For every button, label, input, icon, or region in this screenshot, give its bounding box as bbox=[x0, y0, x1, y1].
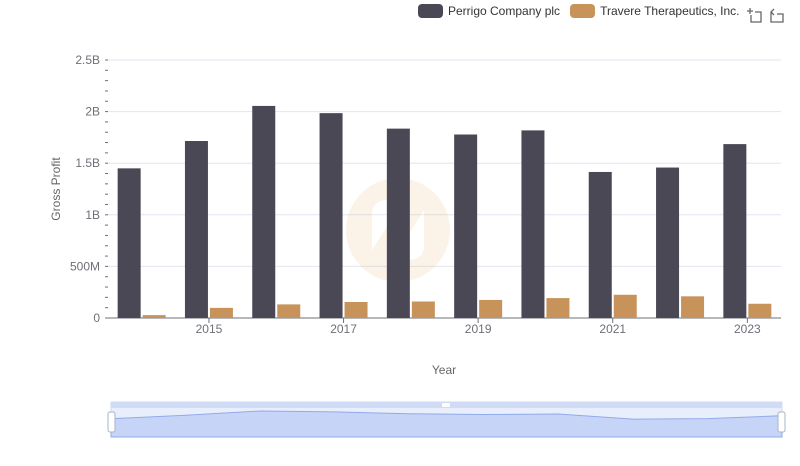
bar-perrigo-2018 bbox=[386, 128, 410, 318]
bar-perrigo-2016 bbox=[252, 105, 276, 318]
bar-perrigo-2017 bbox=[319, 113, 343, 318]
bar-travere-2018 bbox=[411, 301, 435, 318]
bar-perrigo-2022 bbox=[656, 167, 680, 318]
bars-layer bbox=[117, 105, 772, 318]
legend: Perrigo Company plc Travere Therapeutics… bbox=[418, 4, 749, 18]
bar-perrigo-2023 bbox=[723, 144, 747, 318]
bar-travere-2015 bbox=[209, 307, 233, 318]
x-tick-label: 2023 bbox=[734, 322, 761, 336]
bar-travere-2016 bbox=[277, 304, 301, 318]
bar-travere-2014 bbox=[142, 315, 166, 318]
y-tick-label: 1B bbox=[85, 208, 100, 222]
x-axis-title: Year bbox=[432, 363, 456, 377]
data-zoom-slider[interactable] bbox=[107, 401, 786, 438]
y-tick-label: 500M bbox=[70, 259, 100, 273]
slider-center-grip[interactable] bbox=[442, 403, 450, 407]
axis-layer: 0 500M 1B 1.5B 2B 2.5B 2015 2017 2019 2021 2023 bbox=[70, 53, 781, 336]
bar-perrigo-2015 bbox=[184, 141, 208, 318]
x-tick-label: 2015 bbox=[196, 322, 223, 336]
legend-item-perrigo[interactable]: Perrigo Company plc bbox=[418, 4, 560, 18]
x-tick-label: 2017 bbox=[330, 322, 357, 336]
bar-travere-2019 bbox=[479, 299, 503, 318]
y-tick-label: 1.5B bbox=[75, 156, 100, 170]
bar-travere-2017 bbox=[344, 302, 368, 318]
x-tick-label: 2021 bbox=[599, 322, 626, 336]
legend-swatch-travere bbox=[570, 4, 596, 18]
slider-left-handle[interactable] bbox=[107, 411, 116, 433]
bar-perrigo-2021 bbox=[588, 171, 612, 318]
bar-perrigo-2019 bbox=[454, 134, 478, 318]
x-tick-label: 2019 bbox=[465, 322, 492, 336]
y-tick-label: 2.5B bbox=[75, 53, 100, 67]
bar-travere-2023 bbox=[748, 303, 772, 318]
data-zoom-icon[interactable] bbox=[746, 6, 764, 24]
legend-item-travere[interactable]: Travere Therapeutics, Inc. bbox=[570, 4, 739, 18]
bar-perrigo-2020 bbox=[521, 130, 545, 318]
bar-travere-2020 bbox=[546, 298, 570, 318]
slider-right-handle[interactable] bbox=[777, 411, 786, 433]
legend-label-perrigo: Perrigo Company plc bbox=[448, 4, 561, 18]
y-tick-label: 0 bbox=[93, 311, 100, 325]
y-axis-title: Gross Profit bbox=[49, 157, 63, 221]
bar-perrigo-2014 bbox=[117, 168, 141, 318]
chart-toolbox bbox=[746, 6, 790, 24]
restore-icon[interactable] bbox=[768, 6, 786, 24]
legend-label-travere: Travere Therapeutics, Inc. bbox=[600, 4, 740, 18]
legend-swatch-perrigo bbox=[418, 4, 443, 18]
y-tick-label: 2B bbox=[85, 105, 100, 119]
bar-travere-2021 bbox=[613, 294, 637, 318]
bar-travere-2022 bbox=[681, 296, 705, 318]
